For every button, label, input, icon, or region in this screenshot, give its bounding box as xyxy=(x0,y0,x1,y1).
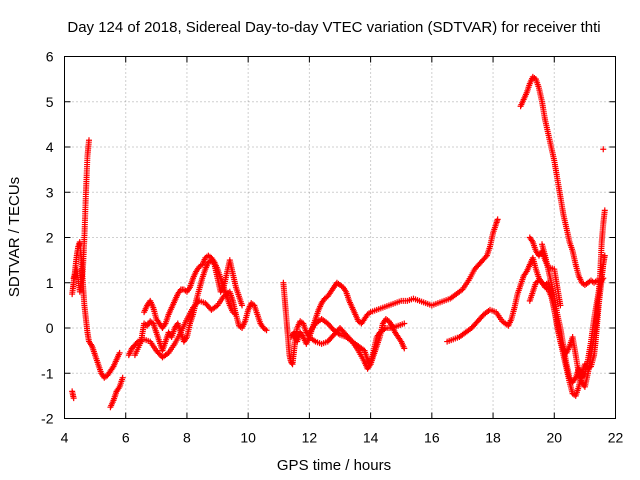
series-arc-n xyxy=(526,207,608,390)
y-tick-label: 4 xyxy=(46,139,54,155)
data-point xyxy=(557,302,564,309)
data-point xyxy=(70,395,77,402)
x-tick-label: 12 xyxy=(302,430,318,446)
data-point xyxy=(494,216,501,223)
data-point xyxy=(288,360,295,367)
series-arc-d xyxy=(107,374,126,411)
series-arc-j xyxy=(306,315,408,368)
x-tick-label: 18 xyxy=(485,430,501,446)
data-point xyxy=(401,345,408,352)
data-point xyxy=(601,207,608,214)
series-arc-c xyxy=(70,137,92,295)
x-tick-label: 6 xyxy=(122,430,130,446)
data-point xyxy=(601,252,608,259)
data-point xyxy=(263,327,270,334)
x-tick-label: 14 xyxy=(363,430,379,446)
data-point xyxy=(401,320,408,327)
x-tick-label: 8 xyxy=(183,430,191,446)
y-tick-label: 6 xyxy=(46,49,54,65)
y-tick-label: 5 xyxy=(46,94,54,110)
y-tick-labels: -2 -1 0 1 2 3 4 5 6 xyxy=(41,49,54,427)
data-point xyxy=(119,374,126,381)
series-arc-p xyxy=(600,146,607,153)
series-arc-f xyxy=(141,252,239,331)
series-arc-b xyxy=(69,388,77,402)
y-tick-label: -2 xyxy=(41,411,54,427)
x-axis-label: GPS time / hours xyxy=(277,457,391,474)
x-tick-label: 22 xyxy=(608,430,624,446)
y-tick-label: 0 xyxy=(46,320,54,336)
data-point xyxy=(239,302,246,309)
y-tick-label: 3 xyxy=(46,184,54,200)
series-arc-e xyxy=(125,288,270,361)
data-point xyxy=(232,311,239,318)
data-points xyxy=(69,73,608,411)
data-point xyxy=(482,253,489,260)
data-point xyxy=(600,146,607,153)
y-axis-label: SDTVAR / TECUs xyxy=(6,177,23,297)
y-tick-label: -1 xyxy=(41,365,54,381)
data-point xyxy=(116,349,123,356)
x-tick-label: 10 xyxy=(240,430,256,446)
x-tick-label: 4 xyxy=(61,430,69,446)
series-arc-i xyxy=(288,216,501,347)
data-point xyxy=(85,137,92,144)
x-tick-label: 16 xyxy=(424,430,440,446)
grid xyxy=(64,56,616,419)
series-arc-a xyxy=(69,239,123,381)
y-tick-label: 2 xyxy=(46,230,54,246)
series-arc-o xyxy=(526,234,564,309)
series-arc-m xyxy=(539,241,604,386)
plot-frame xyxy=(64,56,616,419)
series-arc-g xyxy=(131,257,246,359)
x-tick-label: 20 xyxy=(546,430,562,446)
series-arc-l xyxy=(517,73,607,289)
y-tick-label: 1 xyxy=(46,275,54,291)
x-tick-labels: 4 6 8 10 12 14 16 18 20 22 xyxy=(61,430,624,446)
chart-title: Day 124 of 2018, Sidereal Day-to-day VTE… xyxy=(67,19,600,36)
